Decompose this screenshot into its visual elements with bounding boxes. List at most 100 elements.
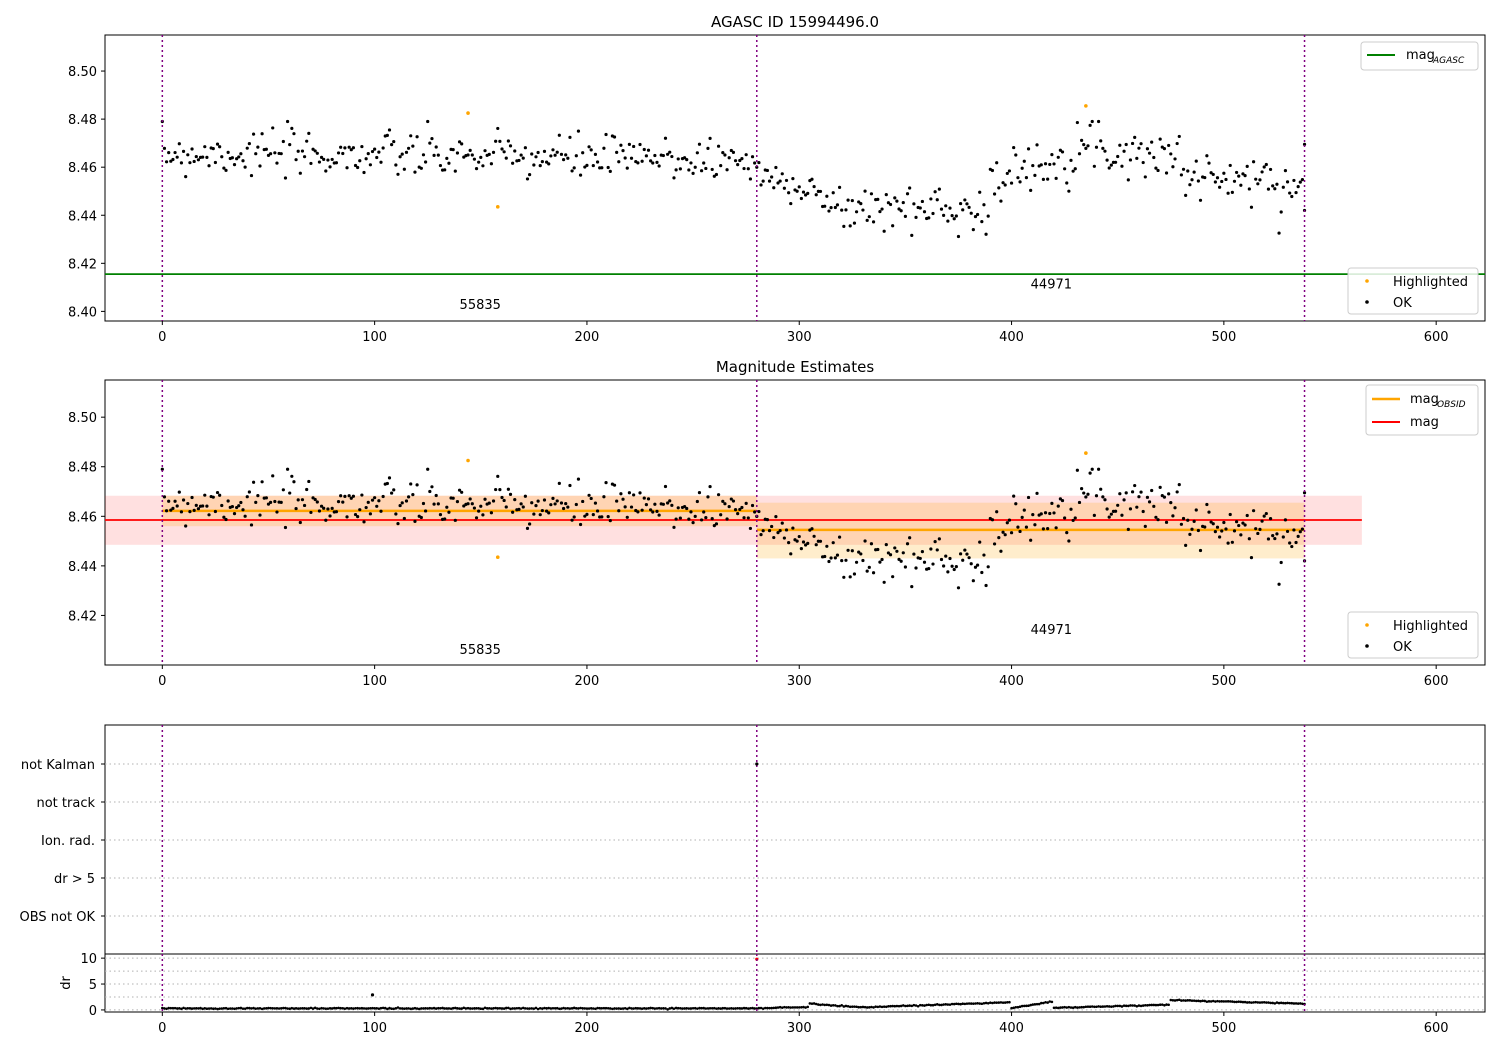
ok-point <box>1196 528 1200 533</box>
ok-point <box>653 153 657 158</box>
ok-point <box>948 206 952 210</box>
dr-point <box>560 1007 563 1010</box>
highlighted-point <box>1084 104 1088 108</box>
ok-point <box>235 505 239 510</box>
ok-point <box>1014 502 1018 506</box>
ok-point <box>479 155 483 160</box>
ok-point <box>825 194 829 198</box>
dr-point <box>464 1007 468 1010</box>
ok-point <box>358 508 362 512</box>
dr-point <box>963 1002 967 1006</box>
ok-point <box>356 515 360 519</box>
ok-point <box>496 474 500 478</box>
ok-point <box>1137 146 1141 150</box>
ok-point <box>619 492 623 496</box>
ok-point <box>160 467 164 471</box>
ok-point <box>927 566 931 571</box>
dr-point <box>1022 1004 1026 1008</box>
dr-point <box>670 1006 674 1010</box>
ok-point <box>283 525 288 530</box>
ok-point <box>551 148 555 152</box>
dr-point <box>844 1004 848 1008</box>
ok-point <box>385 481 389 486</box>
dr-point <box>676 1006 680 1010</box>
ok-point <box>818 539 823 543</box>
dr-point <box>373 1007 376 1010</box>
dr-point <box>441 1006 444 1010</box>
ok-point <box>602 495 606 499</box>
dr-point <box>1027 1004 1030 1007</box>
ok-point <box>1222 520 1226 525</box>
dr-point <box>1228 1000 1232 1003</box>
ok-point <box>959 201 963 206</box>
ok-point <box>1241 172 1245 176</box>
ok-point <box>1073 516 1077 520</box>
dr-point <box>1152 1003 1156 1007</box>
ok-point <box>903 214 908 218</box>
dr-point <box>577 1007 580 1010</box>
ok-point <box>300 149 305 153</box>
ok-point <box>474 516 479 520</box>
dr-point <box>982 1001 986 1005</box>
dr-point <box>390 1007 393 1010</box>
ok-point <box>256 494 260 498</box>
ok-point <box>506 139 510 143</box>
ok-point <box>869 542 874 546</box>
ok-point <box>1243 174 1247 178</box>
dr-point <box>483 1006 487 1010</box>
dr-point <box>381 1006 385 1010</box>
ok-point <box>245 146 249 150</box>
ok-point <box>871 571 876 575</box>
ok-point <box>1094 145 1099 149</box>
ok-point <box>1292 178 1296 183</box>
dr-point <box>838 1004 841 1008</box>
ok-point <box>740 157 744 161</box>
ok-point <box>918 556 922 561</box>
ok-point <box>545 509 549 513</box>
dr-point <box>857 1005 860 1009</box>
ok-point <box>1033 523 1037 527</box>
flag-category-label: not track <box>36 796 95 811</box>
dr-point <box>1260 1001 1264 1004</box>
ok-point <box>201 504 205 508</box>
ok-point <box>192 508 196 512</box>
dr-point <box>872 1006 875 1009</box>
ok-point <box>254 152 258 156</box>
dr-point <box>1205 1000 1209 1003</box>
ok-point <box>1099 487 1103 491</box>
ok-point <box>1181 167 1186 171</box>
ok-point <box>693 165 697 169</box>
dr-point <box>1258 1001 1262 1004</box>
dr-point <box>282 1006 285 1010</box>
ok-point <box>1071 169 1075 173</box>
ok-point <box>627 142 632 146</box>
ok-point <box>1173 157 1177 161</box>
ok-point <box>668 499 672 503</box>
dr-point <box>1146 1004 1149 1007</box>
ok-point <box>413 170 417 174</box>
dr-point <box>1301 1002 1304 1006</box>
ok-point <box>1294 190 1298 195</box>
ok-point <box>585 163 589 167</box>
y-tick-label: 8.44 <box>68 560 97 575</box>
dr-point <box>1071 1006 1075 1009</box>
dr-point <box>946 1003 950 1006</box>
ok-point <box>776 181 780 185</box>
ok-point <box>285 119 290 124</box>
ok-point <box>959 552 963 556</box>
dr-point <box>702 1006 706 1010</box>
x-tick-label: 200 <box>575 1021 600 1036</box>
ok-point <box>640 159 644 163</box>
ok-point <box>992 192 997 196</box>
dr-point <box>910 1004 914 1008</box>
ok-point <box>583 165 587 169</box>
ok-point <box>1239 533 1243 537</box>
dr-point <box>749 1006 752 1010</box>
dr-point <box>579 1006 582 1010</box>
ok-point <box>666 152 670 156</box>
ok-point <box>1203 525 1207 529</box>
ok-point <box>1016 176 1020 180</box>
ok-point <box>1164 520 1169 524</box>
dr-point <box>1224 1000 1228 1003</box>
ok-point <box>460 490 464 494</box>
